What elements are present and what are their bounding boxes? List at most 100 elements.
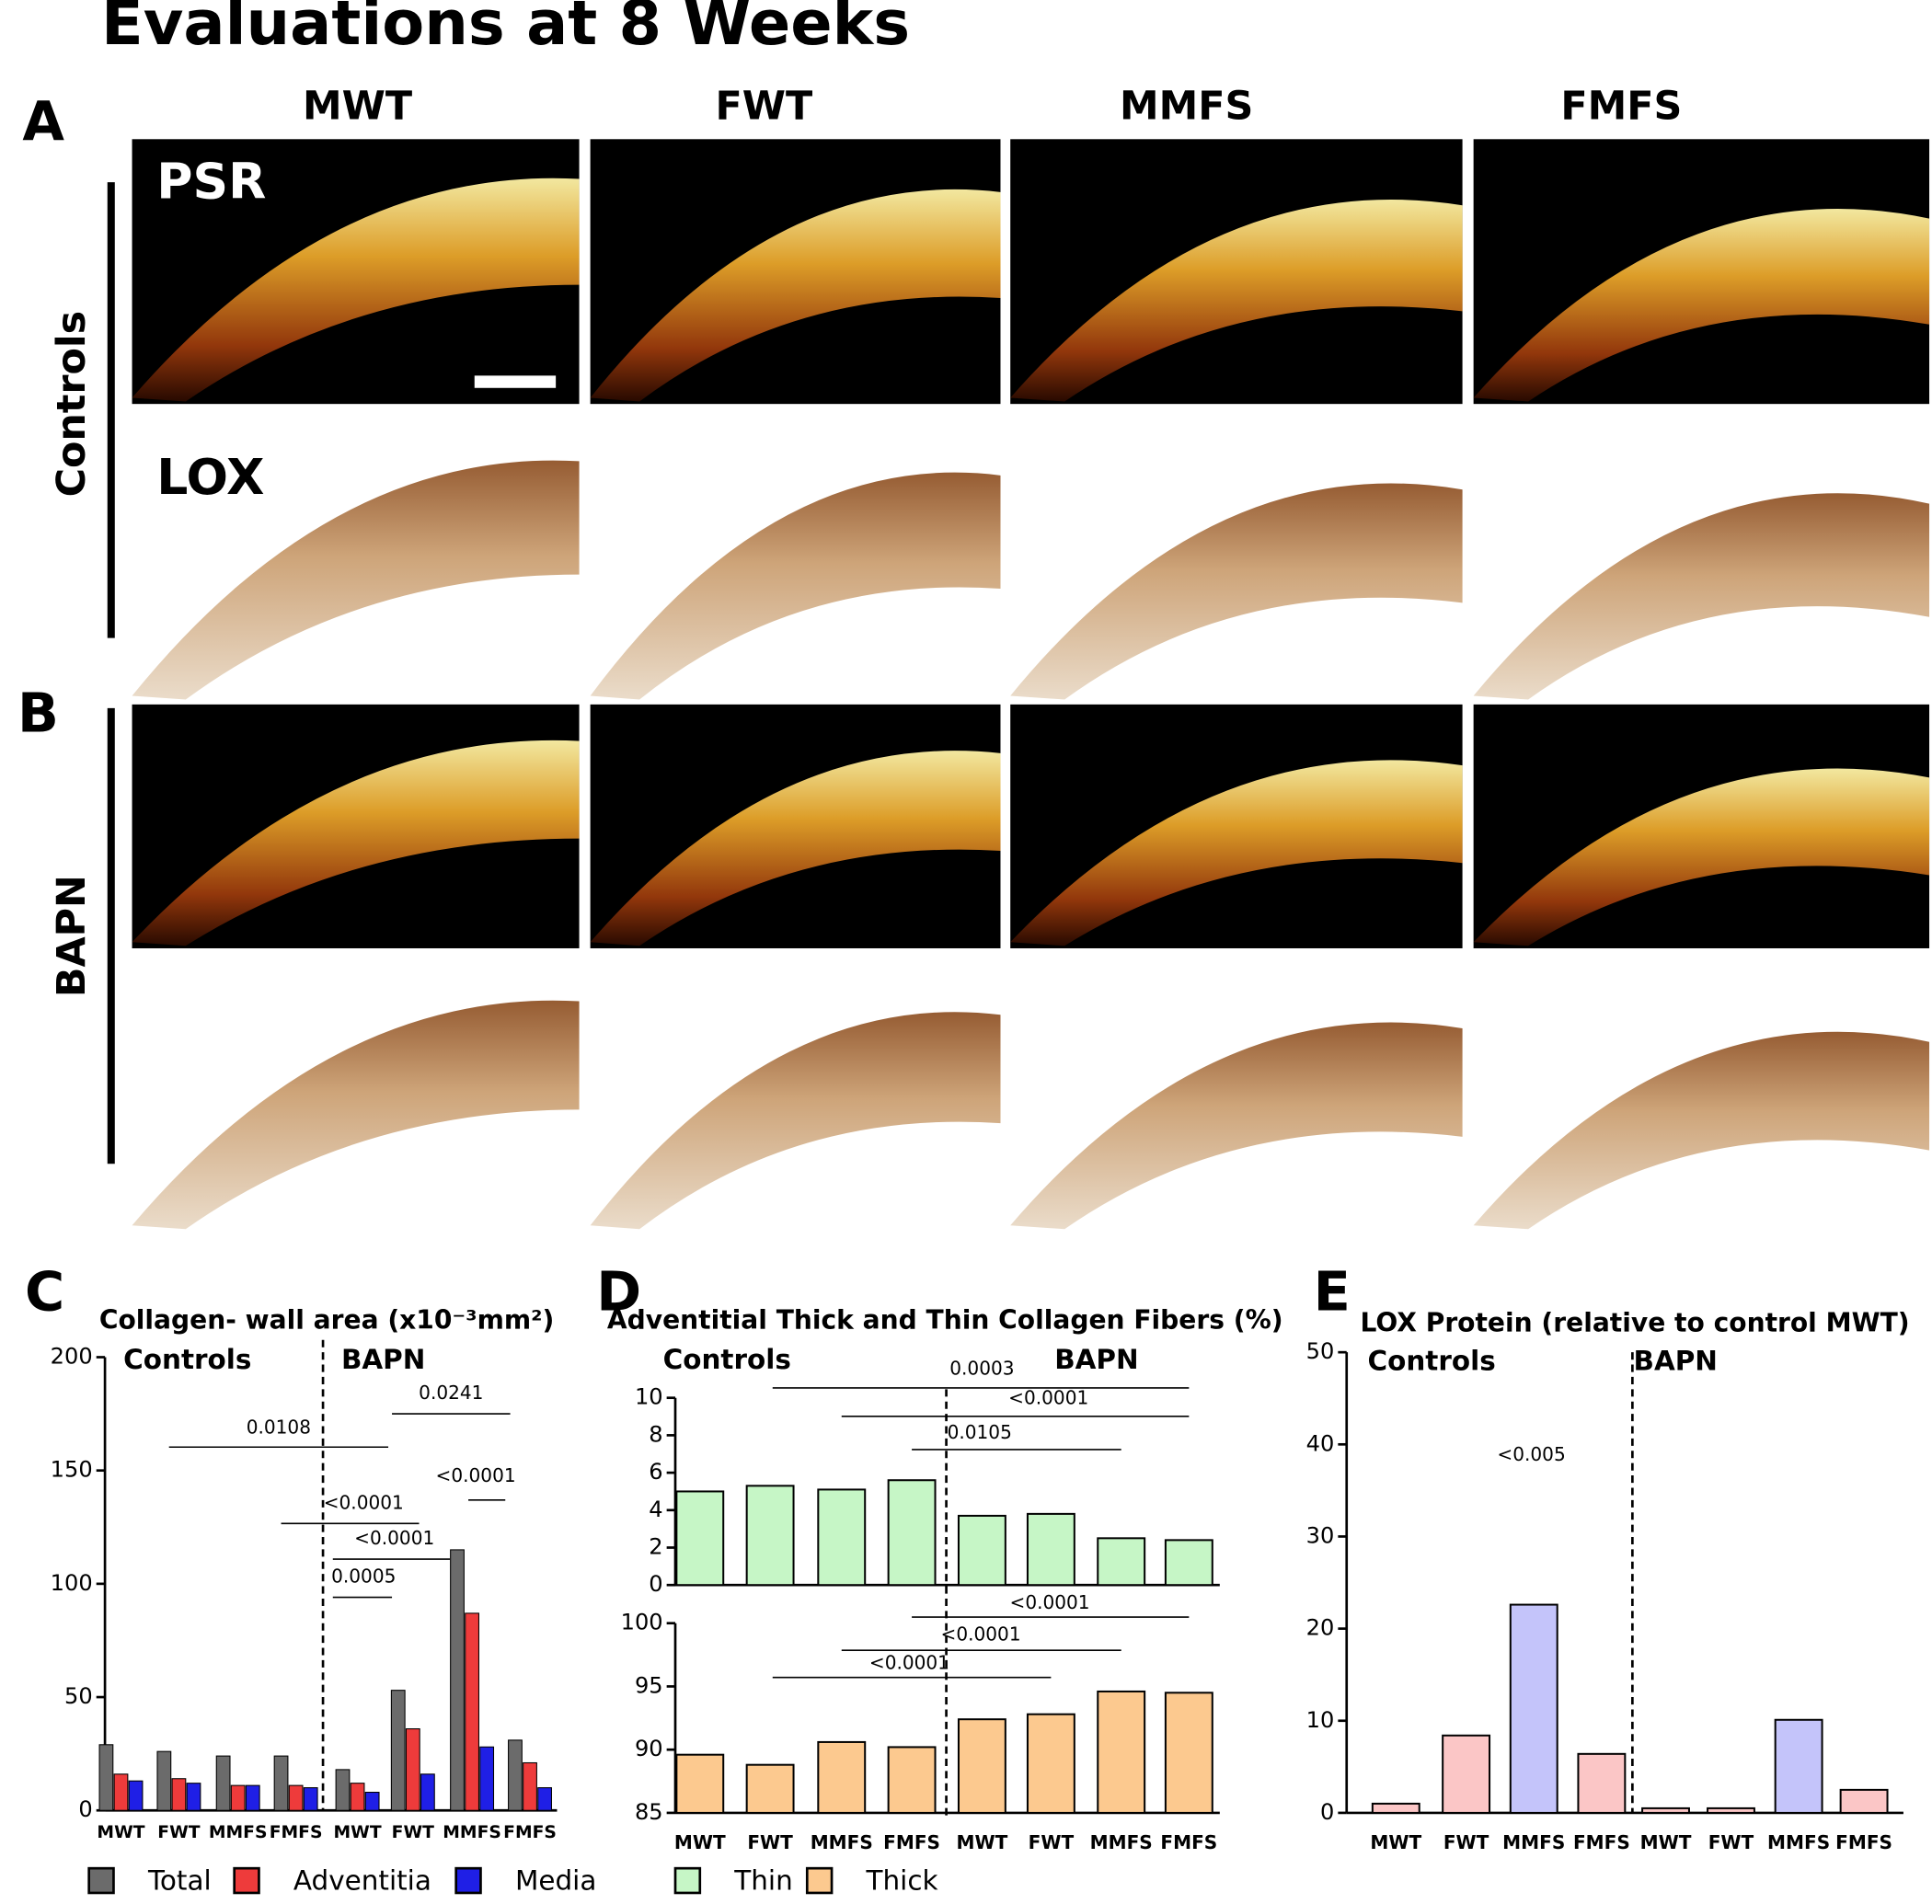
- lox-tissue: [1010, 483, 1463, 700]
- significance-label: <0.005: [1497, 1443, 1565, 1465]
- histology-grid: [132, 139, 1930, 1230]
- bar: [887, 1746, 937, 1814]
- lox-tissue: [1473, 1031, 1930, 1230]
- bar: [523, 1761, 537, 1811]
- y-tick-label: 150: [51, 1457, 93, 1483]
- group-label: BAPN: [1634, 1345, 1718, 1376]
- panel-label: C: [25, 1260, 64, 1324]
- legend-label: Media: [515, 1864, 596, 1896]
- y-tick-label: 200: [51, 1344, 93, 1370]
- y-tick-label: 20: [1306, 1615, 1335, 1641]
- bar: [1371, 1802, 1420, 1814]
- x-tick-label: FMFS: [1573, 1831, 1630, 1853]
- y-tick-label: 95: [635, 1672, 663, 1698]
- bar: [1026, 1713, 1075, 1814]
- x-tick-label: MWT: [1640, 1831, 1692, 1853]
- panel-label: D: [596, 1260, 641, 1324]
- x-tick-label: FMFS: [1835, 1831, 1892, 1853]
- bar: [1839, 1788, 1889, 1814]
- y-tick-label: 6: [649, 1459, 662, 1485]
- bar: [420, 1773, 435, 1811]
- significance-label: <0.0001: [941, 1623, 1021, 1646]
- panel-label: B: [17, 681, 59, 744]
- y-tick-label: 30: [1306, 1522, 1335, 1548]
- significance-label: <0.0001: [1010, 1591, 1090, 1613]
- x-tick-label: FWT: [747, 1831, 793, 1853]
- significance-label: 0.0105: [948, 1421, 1012, 1443]
- legend-label: Adventitia: [293, 1864, 431, 1896]
- x-tick-label: FMFS: [503, 1823, 557, 1842]
- y-tick-label: 50: [64, 1683, 93, 1709]
- row-label: Controls: [49, 311, 95, 498]
- bar: [817, 1740, 867, 1814]
- bar: [171, 1778, 187, 1811]
- x-tick-label: MMFS: [1502, 1831, 1565, 1853]
- x-tick-label: FMFS: [1160, 1831, 1217, 1853]
- significance-label: <0.0001: [869, 1651, 949, 1673]
- lox-tissue: [590, 472, 1001, 700]
- x-tick-label: MWT: [1370, 1831, 1421, 1853]
- y-tick-label: 40: [1306, 1430, 1335, 1456]
- bar: [1509, 1603, 1558, 1814]
- figure-title: Evaluations at 8 Weeks: [101, 0, 910, 59]
- panel-label: A: [22, 90, 64, 154]
- significance-label: 0.0003: [949, 1357, 1014, 1379]
- significance-label: 0.0241: [419, 1382, 483, 1404]
- x-tick-label: MMFS: [209, 1823, 268, 1842]
- bar: [215, 1755, 231, 1811]
- chart-title: Collagen- wall area (x10⁻³mm²): [99, 1305, 554, 1336]
- bar: [364, 1791, 380, 1811]
- x-tick-label: MMFS: [443, 1823, 501, 1842]
- bar: [745, 1763, 795, 1814]
- chart-title: LOX Protein (relative to control MWT): [1360, 1307, 1909, 1337]
- group-label: Controls: [123, 1344, 251, 1375]
- group-label: Controls: [1368, 1345, 1496, 1376]
- lox-tissue: [1010, 1022, 1463, 1230]
- bar: [186, 1783, 201, 1811]
- significance-label: <0.0001: [436, 1464, 516, 1486]
- chart-title: Adventitial Thick and Thin Collagen Fibe…: [607, 1305, 1283, 1336]
- legend-swatch: [454, 1866, 482, 1895]
- psr-tissue: [1010, 760, 1463, 946]
- lox-tissue: [132, 460, 580, 700]
- bar: [1164, 1692, 1213, 1814]
- bar: [405, 1728, 420, 1811]
- legend-swatch: [87, 1866, 115, 1895]
- y-tick-label: 10: [635, 1384, 663, 1410]
- x-tick-label: MWT: [334, 1823, 382, 1842]
- stain-label: LOX: [156, 448, 264, 506]
- bar: [817, 1488, 867, 1587]
- column-header: FMFS: [1560, 83, 1682, 129]
- bar: [479, 1746, 495, 1811]
- x-tick-label: FWT: [1029, 1831, 1075, 1853]
- bar: [1097, 1537, 1146, 1587]
- y-tick-label: 100: [51, 1570, 93, 1596]
- legend-swatch: [233, 1866, 260, 1895]
- x-tick-label: MMFS: [1767, 1831, 1830, 1853]
- bar: [1442, 1734, 1491, 1814]
- bar: [350, 1783, 365, 1811]
- x-tick-label: FMFS: [883, 1831, 940, 1853]
- y-tick-label: 8: [649, 1421, 662, 1447]
- column-header: MMFS: [1120, 83, 1253, 129]
- lox-tissue: [132, 1000, 580, 1230]
- y-tick-label: 0: [649, 1571, 662, 1597]
- bar: [465, 1612, 479, 1811]
- y-tick-label: 10: [1306, 1707, 1335, 1733]
- lox-tissue: [590, 1012, 1001, 1230]
- x-tick-label: FWT: [392, 1823, 434, 1842]
- legend-label: Total: [147, 1864, 212, 1896]
- x-tick-label: MWT: [674, 1831, 726, 1853]
- bar: [1707, 1807, 1755, 1814]
- x-tick-label: MWT: [97, 1823, 144, 1842]
- psr-tissue: [590, 751, 1001, 946]
- panel-label: E: [1314, 1260, 1351, 1324]
- psr-tissue: [1473, 208, 1930, 402]
- row-label: BAPN: [49, 875, 95, 997]
- x-tick-label: MMFS: [1090, 1831, 1153, 1853]
- significance-label: <0.0001: [324, 1491, 404, 1513]
- legend-label: Thick: [866, 1864, 938, 1896]
- bar: [745, 1485, 795, 1587]
- bar: [887, 1479, 937, 1587]
